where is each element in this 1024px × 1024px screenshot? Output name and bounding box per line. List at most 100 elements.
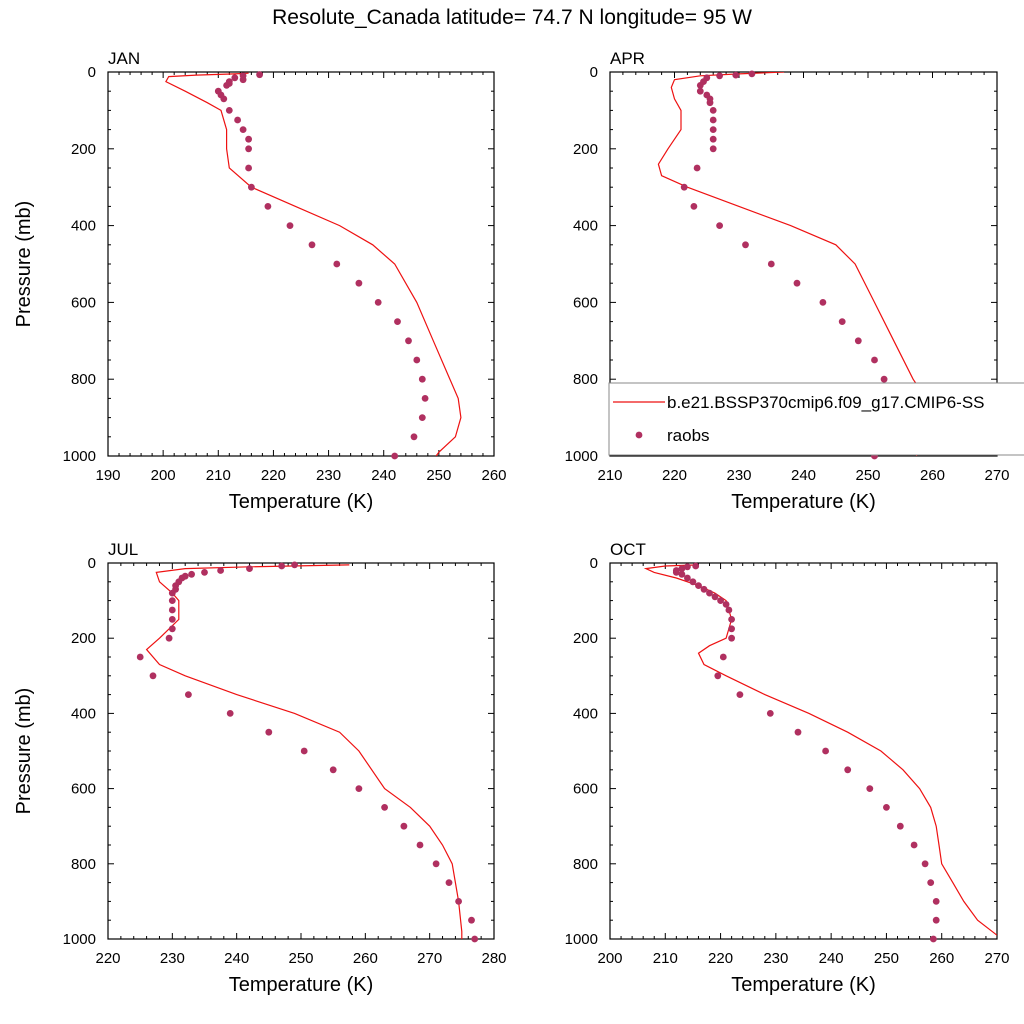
- x-axis-label: Temperature (K): [229, 491, 374, 513]
- raobs-point: [225, 107, 233, 114]
- y-axis-label: Pressure (mb): [13, 201, 35, 328]
- model-profile-line: [145, 564, 463, 939]
- raobs-point: [716, 72, 723, 80]
- raobs-point: [471, 935, 479, 943]
- legend-dot-swatch: [635, 431, 643, 439]
- raobs-point: [793, 279, 801, 287]
- raobs-point: [308, 241, 316, 249]
- y-tick-label: 0: [590, 64, 598, 81]
- raobs-point: [432, 860, 440, 868]
- x-axis-label: Temperature (K): [731, 491, 876, 513]
- raobs-point: [693, 164, 701, 172]
- raobs-point: [248, 183, 255, 191]
- panel-jul: 220 230 240 250 260 270 280 0 200 400 600 800 1000 JU…: [13, 540, 507, 996]
- x-tick-label: 280: [481, 950, 506, 967]
- raobs-point: [871, 356, 878, 364]
- y-tick-label: 0: [88, 64, 96, 81]
- raobs-point: [231, 74, 239, 82]
- raobs-point: [819, 299, 827, 306]
- x-tick-label: 200: [597, 950, 622, 967]
- raobs-point: [245, 145, 253, 153]
- model-profile-line: [165, 72, 462, 456]
- raobs-point: [234, 116, 242, 124]
- raobs-point: [706, 589, 713, 597]
- raobs-point: [329, 766, 337, 774]
- y-tick-label: 800: [573, 856, 598, 873]
- raobs-point: [896, 822, 904, 830]
- raobs-point: [678, 570, 686, 578]
- raobs-point: [201, 569, 208, 576]
- y-tick-label: 200: [71, 630, 96, 647]
- x-tick-label: 240: [819, 950, 844, 967]
- x-tick-label: 240: [224, 950, 249, 967]
- y-tick-label: 200: [573, 630, 598, 647]
- y-tick-label: 600: [573, 781, 598, 798]
- raobs-point: [717, 597, 724, 604]
- raobs-point: [736, 691, 744, 698]
- y-tick-label: 1000: [565, 931, 598, 948]
- plot-frame: [609, 562, 998, 940]
- raobs-point: [300, 747, 308, 755]
- raobs-point: [278, 562, 286, 570]
- y-tick-label: 1000: [63, 931, 96, 948]
- raobs-point: [239, 126, 247, 133]
- raobs-point: [880, 375, 888, 383]
- x-tick-label: 260: [929, 950, 954, 967]
- raobs-point: [245, 164, 253, 172]
- raobs-point: [883, 804, 890, 811]
- raobs-point: [445, 879, 453, 886]
- raobs-point: [728, 634, 735, 642]
- raobs-point: [333, 260, 341, 268]
- x-tick-label: 250: [855, 467, 880, 484]
- x-tick-label: 270: [417, 950, 442, 967]
- x-tick-label: 270: [984, 467, 1009, 484]
- raobs-point: [711, 593, 719, 601]
- raobs-point: [374, 299, 382, 306]
- raobs-point: [168, 625, 176, 633]
- raobs-point: [684, 563, 691, 571]
- x-axis-label: Temperature (K): [229, 974, 374, 996]
- raobs-point: [188, 570, 196, 578]
- y-tick-label: 400: [71, 705, 96, 722]
- panel-title: JAN: [108, 49, 140, 68]
- raobs-point: [400, 822, 408, 830]
- raobs-point: [709, 135, 717, 143]
- legend-model-label: b.e21.BSSP370cmip6.f09_g17.CMIP6-SS: [667, 393, 985, 412]
- x-tick-label: 260: [920, 467, 945, 484]
- raobs-point: [168, 616, 176, 623]
- raobs-point: [692, 562, 700, 570]
- x-tick-label: 260: [481, 467, 506, 484]
- x-tick-label: 260: [353, 950, 378, 967]
- raobs-point: [709, 116, 717, 124]
- raobs-point: [910, 841, 918, 849]
- raobs-point: [732, 71, 740, 79]
- raobs-point: [709, 107, 717, 114]
- x-tick-label: 210: [206, 467, 231, 484]
- raobs-point: [391, 452, 399, 460]
- raobs-point: [226, 710, 234, 717]
- x-tick-label: 230: [160, 950, 185, 967]
- raobs-point: [405, 337, 412, 345]
- raobs-point: [866, 785, 874, 792]
- y-tick-label: 1000: [63, 448, 96, 465]
- raobs-point: [418, 375, 426, 383]
- raobs-point: [921, 860, 929, 868]
- raobs-point: [185, 691, 192, 698]
- raobs-point: [468, 916, 475, 924]
- panel-title: JUL: [108, 540, 138, 559]
- raobs-point: [168, 606, 176, 614]
- raobs-point: [927, 879, 935, 886]
- raobs-point: [932, 898, 940, 905]
- raobs-point: [381, 804, 388, 811]
- y-tick-label: 0: [590, 555, 598, 572]
- legend-box: [608, 382, 1024, 456]
- raobs-point: [223, 82, 231, 89]
- raobs-point: [246, 565, 253, 572]
- panel-title: OCT: [610, 540, 646, 559]
- x-tick-label: 230: [763, 950, 788, 967]
- x-tick-label: 190: [95, 467, 120, 484]
- raobs-point: [690, 203, 698, 210]
- x-tick-label: 200: [151, 467, 176, 484]
- raobs-point: [680, 183, 688, 191]
